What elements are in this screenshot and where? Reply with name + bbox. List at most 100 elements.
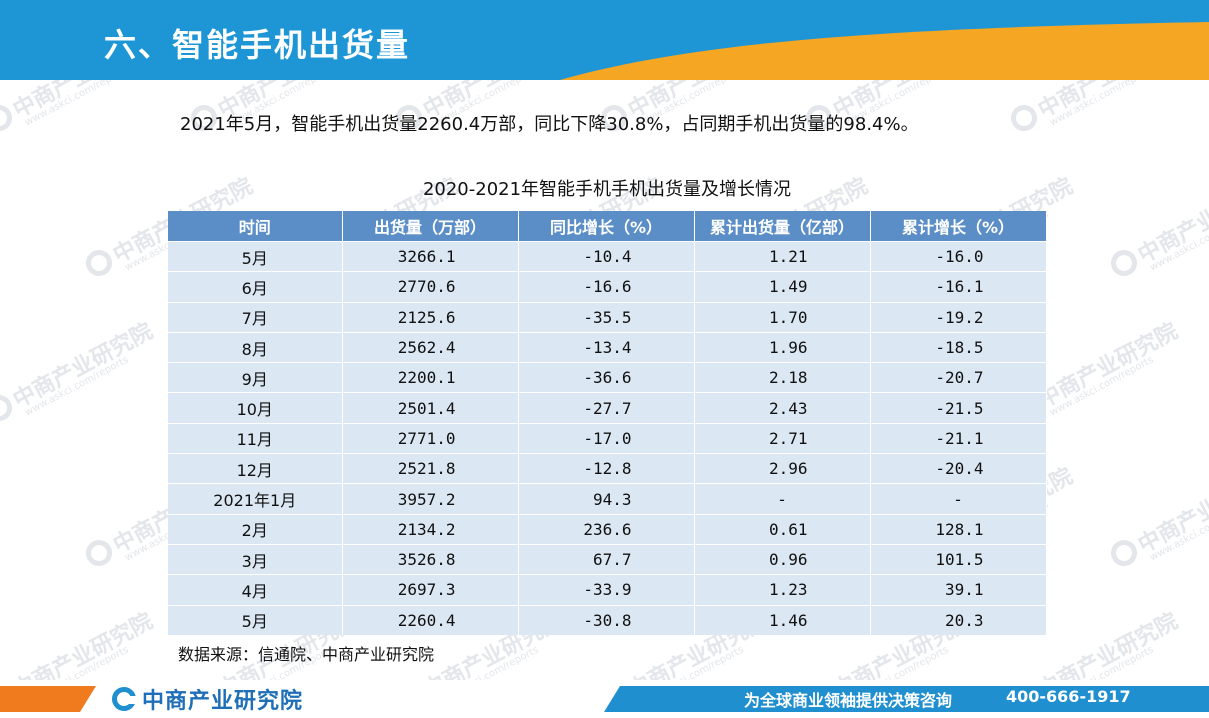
watermark-logo-icon: [81, 245, 117, 281]
table-cell: 1.70: [694, 301, 871, 333]
table-cell: 2771.0: [342, 422, 519, 454]
table-cell: 5月: [168, 604, 343, 635]
watermark-url: www.askci.com/reports: [433, 644, 541, 680]
table-row: 10月 2501.4 -27.7 2.43 -21.5: [168, 392, 1047, 424]
watermark-url: www.askci.com/reports: [1048, 644, 1156, 680]
table-cell: 6月: [168, 271, 343, 303]
watermark-url: www.askci.com/reports: [23, 80, 131, 129]
table-cell: -21.5: [870, 392, 1047, 424]
table-row: 9月 2200.1 -36.6 2.18 -20.7: [168, 362, 1047, 393]
watermark-logo-icon: [1106, 535, 1142, 571]
table-row: 7月 2125.6 -35.5 1.70 -19.2: [168, 301, 1047, 333]
table-header-row: 时间 出货量（万部） 同比增长（%） 累计出货量（亿部） 累计增长（%）: [168, 211, 1047, 242]
footer-banner: 中商产业研究院 为全球商业领袖提供决策咨询 400-666-1917: [0, 680, 1209, 718]
watermark-url: www.askci.com/reports: [23, 644, 131, 680]
table-cell: -19.2: [870, 301, 1047, 333]
table-cell: 12月: [168, 453, 343, 484]
table-cell: 2021年1月: [168, 483, 343, 515]
table-cell: -16.1: [870, 271, 1047, 303]
table-cell: 2501.4: [342, 392, 519, 424]
watermark-brand: 中商产业研究院: [9, 318, 158, 414]
table-cell: 4月: [168, 574, 343, 606]
table-cell: 1.23: [694, 574, 871, 606]
watermark-brand: 中商产业研究院: [1034, 318, 1183, 414]
table-cell: 1.21: [694, 240, 871, 272]
table-cell: -16.6: [518, 271, 695, 303]
header-background: [0, 0, 1209, 80]
table-cell: 9月: [168, 362, 343, 393]
table-cell: -10.4: [518, 240, 695, 272]
table-row: 12月 2521.8 -12.8 2.96 -20.4: [168, 453, 1047, 484]
watermark-url: www.askci.com/reports: [1048, 80, 1156, 129]
table-cell: -30.8: [518, 604, 695, 635]
table-row: 5月 3266.1 -10.4 1.21 -16.0: [168, 240, 1047, 272]
table-body: 5月 3266.1 -10.4 1.21 -16.0 6月 2770.6 -16.6 1.49-…: [168, 240, 1047, 635]
table-row: 2月 2134.2 236.6 0.61 128.1: [168, 513, 1047, 545]
table-cell: 236.6: [518, 513, 695, 545]
table-cell: -: [694, 483, 871, 515]
table-cell: 3月: [168, 543, 343, 575]
watermark-logo-icon: [1006, 100, 1042, 136]
table-cell: 2200.1: [342, 362, 519, 393]
table-row: 5月 2260.4 -30.8 1.46 20.3: [168, 604, 1047, 635]
table-cell: 1.96: [694, 331, 871, 363]
table-cell: -16.0: [870, 240, 1047, 272]
watermark-url: www.askci.com/reports: [23, 354, 131, 419]
watermark-url: www.askci.com/reports: [1148, 209, 1209, 274]
table-cell: 2697.3: [342, 574, 519, 606]
table-cell: 94.3: [518, 483, 695, 515]
table-cell: -18.5: [870, 331, 1047, 363]
col-header-cumulative: 累计出货量（亿部）: [694, 211, 871, 242]
table-cell: 3957.2: [342, 483, 519, 515]
table-cell: -33.9: [518, 574, 695, 606]
table-cell: 128.1: [870, 513, 1047, 545]
header-banner: 六、智能手机出货量: [0, 0, 1209, 80]
summary-text: 2021年5月，智能手机出货量2260.4万部，同比下降30.8%，占同期手机出…: [180, 114, 919, 135]
table-cell: 2562.4: [342, 331, 519, 363]
watermark-url: www.askci.com/reports: [638, 644, 746, 680]
watermark-logo-icon: [81, 535, 117, 571]
table-cell: 11月: [168, 422, 343, 454]
watermark-brand: 中商产业研究院: [1134, 173, 1209, 269]
watermark-brand: 中商产业研究院: [1134, 463, 1209, 559]
table-cell: 3526.8: [342, 543, 519, 575]
watermark-brand: 中商产业研究院: [1034, 608, 1183, 680]
table-cell: 2.96: [694, 453, 871, 484]
footer-slogan: 为全球商业领袖提供决策咨询: [744, 691, 953, 710]
table-cell: -27.7: [518, 392, 695, 424]
table-cell: 2.71: [694, 422, 871, 454]
footer-background: [0, 686, 1209, 712]
table-row: 6月 2770.6 -16.6 1.49 -16.1: [168, 271, 1047, 303]
watermark-url: www.askci.com/reports: [1148, 499, 1209, 564]
watermark-url: www.askci.com/reports: [843, 644, 951, 680]
table-row: 3月 3526.8 67.7 0.96 101.5: [168, 543, 1047, 575]
col-header-yoy: 同比增长（%）: [518, 211, 695, 242]
table-cell: 67.7: [518, 543, 695, 575]
table-cell: 101.5: [870, 543, 1047, 575]
table-cell: 0.96: [694, 543, 871, 575]
table-cell: 3266.1: [342, 240, 519, 272]
table-cell: 0.61: [694, 513, 871, 545]
table-cell: 7月: [168, 301, 343, 333]
table-cell: 2770.6: [342, 271, 519, 303]
table-cell: 2.43: [694, 392, 871, 424]
table-cell: 5月: [168, 240, 343, 272]
table-cell: 2521.8: [342, 453, 519, 484]
footer-logo: 中商产业研究院: [112, 684, 303, 714]
brand-logo-icon: [112, 687, 137, 711]
data-source-note: 数据来源：信通院、中商产业研究院: [178, 645, 435, 664]
table-cell: 2260.4: [342, 604, 519, 635]
table-cell: 2134.2: [342, 513, 519, 545]
table-title: 2020-2021年智能手机手机出货量及增长情况: [422, 179, 792, 200]
col-header-cumulative-growth: 累计增长（%）: [870, 211, 1047, 242]
table-cell: -36.6: [518, 362, 695, 393]
shipment-table: 时间 出货量（万部） 同比增长（%） 累计出货量（亿部） 累计增长（%） 5月 3…: [168, 211, 1047, 635]
watermark-brand: 中商产业研究院: [1034, 80, 1182, 123]
table-cell: -20.7: [870, 362, 1047, 393]
table-row: 2021年1月 3957.2 94.3- -: [168, 483, 1047, 515]
